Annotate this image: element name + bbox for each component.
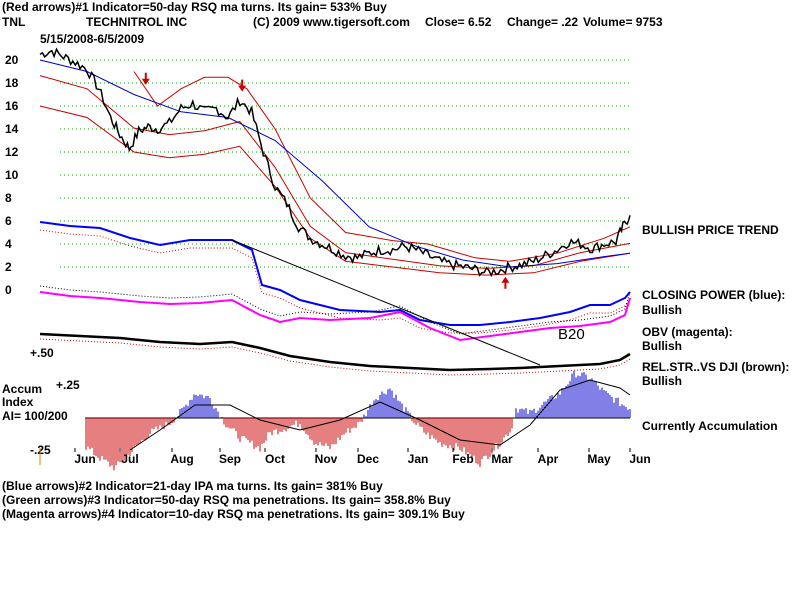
month-label: May xyxy=(587,452,611,466)
y-tick-label: 4 xyxy=(5,237,12,251)
month-label: Apr xyxy=(538,452,559,466)
moving-average-line xyxy=(39,59,631,268)
y-tick-label: 12 xyxy=(5,145,19,159)
signal-arrow xyxy=(501,276,510,289)
accum-tick-label: +.25 xyxy=(56,378,80,392)
closing-power-title: CLOSING POWER (blue): xyxy=(642,288,786,302)
month-label: Sep xyxy=(219,452,241,466)
lower-band-line xyxy=(39,105,631,276)
price-gridlines xyxy=(60,59,630,268)
y-tick-label: 6 xyxy=(5,214,12,228)
y-tick-label: 14 xyxy=(5,122,19,136)
ticker-symbol: TNL xyxy=(2,15,26,29)
month-label: Nov xyxy=(315,452,338,466)
ai-score: AI= 100/200 xyxy=(2,409,68,423)
y-tick-label: 18 xyxy=(5,76,19,90)
rel-strength-line xyxy=(39,332,631,372)
rel-strength-status: Bullish xyxy=(642,374,683,388)
trend-line xyxy=(231,239,541,366)
accum-title-1: Accum xyxy=(2,382,43,396)
accum-title-2: Index xyxy=(2,395,34,409)
y-tick-label: 8 xyxy=(5,191,12,205)
date-range: 5/15/2008-6/5/2009 xyxy=(40,32,145,46)
month-label: Jun xyxy=(74,452,95,466)
month-label: Mar xyxy=(491,452,513,466)
company-name: TECHNITROL INC xyxy=(86,15,188,29)
arrow-head xyxy=(238,85,247,92)
obv-status: Bullish xyxy=(642,339,683,353)
upper-band-line xyxy=(133,71,631,262)
volume-value: Volume= 9753 xyxy=(583,15,663,29)
accum-tick-label: +.50 xyxy=(30,346,54,360)
month-label: Oct xyxy=(265,452,285,466)
b20-label: B20 xyxy=(558,326,585,343)
closing-power-status: Bullish xyxy=(642,303,683,317)
y-tick-label: 16 xyxy=(5,99,19,113)
signal-arrows xyxy=(141,72,510,289)
copyright: (C) 2009 www.tigersoft.com xyxy=(253,15,410,29)
y-tick-label: 20 xyxy=(5,53,19,67)
month-label: Feb xyxy=(452,452,473,466)
y-tick-label: 10 xyxy=(5,168,19,182)
accum-tick-label: -.25 xyxy=(30,443,51,457)
indicator-line-2: (Blue arrows)#2 Indicator=21-day IPA ma … xyxy=(2,479,383,493)
price-line xyxy=(39,47,631,278)
obv-line xyxy=(39,291,631,342)
signal-arrow xyxy=(238,79,247,92)
y-tick-label: 2 xyxy=(5,260,12,274)
change-value: Change= .22 xyxy=(507,15,579,29)
y-tick-label: 0 xyxy=(5,283,12,297)
accum-ma-line xyxy=(129,379,631,451)
month-axis: Jun Jul Aug Sep Oct Nov Dec Jan Feb Mar Apr May Jun xyxy=(74,448,651,466)
rel-strength-ma xyxy=(39,338,631,376)
mid-band-line xyxy=(39,75,631,269)
accum-status: Currently Accumulation xyxy=(642,419,778,433)
indicator-line-1: (Red arrows)#1 Indicator=50-day RSQ ma t… xyxy=(2,0,387,14)
price-y-axis: 0 2 4 6 8 10 12 14 16 18 20 +.50 +.25 -.25 xyxy=(5,53,80,457)
month-label: Jun xyxy=(629,452,650,466)
obv-title: OBV (magenta): xyxy=(642,325,733,339)
closing-power-ma xyxy=(39,229,631,334)
close-value: Close= 6.52 xyxy=(425,15,492,29)
arrow-head xyxy=(141,78,150,85)
month-label: Dec xyxy=(357,452,379,466)
signal-arrow xyxy=(141,72,150,85)
month-label: Jul xyxy=(121,452,138,466)
indicator-line-3: (Green arrows)#3 Indicator=50-day RSQ ma… xyxy=(2,493,451,507)
arrow-head xyxy=(501,276,510,283)
rel-strength-title: REL.STR..VS DJI (brown): xyxy=(642,360,790,374)
trend-label: BULLISH PRICE TREND xyxy=(642,223,779,237)
indicator-line-4: (Magenta arrows)#4 Indicator=10-day RSQ … xyxy=(2,507,465,521)
accum-index-histogram xyxy=(85,370,631,471)
month-label: Aug xyxy=(170,452,193,466)
obv-ma xyxy=(39,285,631,335)
month-label: Jan xyxy=(408,452,429,466)
closing-power-line xyxy=(39,221,631,326)
